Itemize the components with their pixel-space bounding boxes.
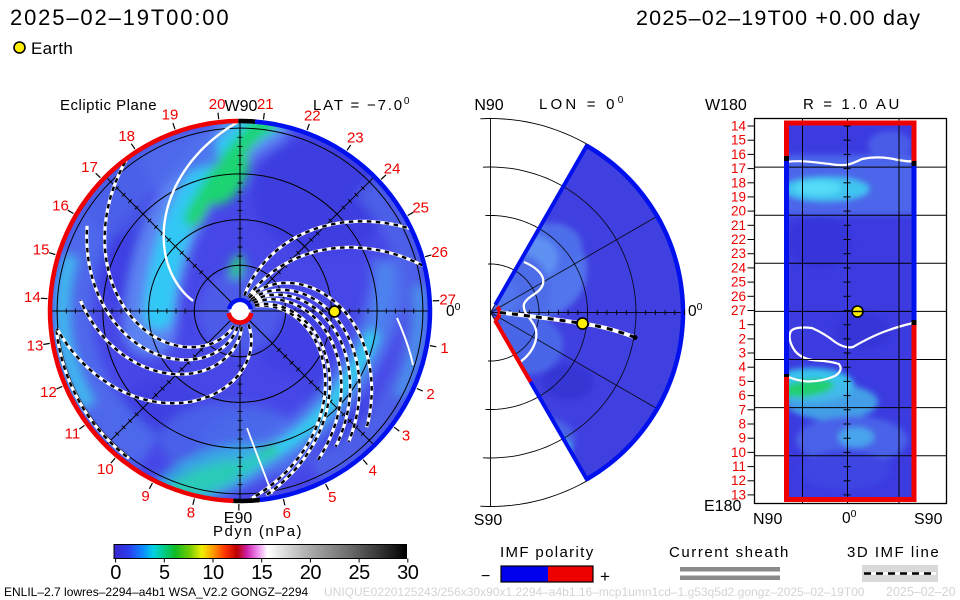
svg-text:LAT = −7.00: LAT = −7.00 xyxy=(313,96,411,114)
svg-text:24: 24 xyxy=(731,260,747,275)
svg-text:12: 12 xyxy=(40,384,57,401)
svg-text:3: 3 xyxy=(402,428,410,445)
svg-text:21: 21 xyxy=(257,96,274,113)
svg-text:10: 10 xyxy=(97,461,114,478)
svg-text:25: 25 xyxy=(348,562,370,584)
svg-text:19: 19 xyxy=(162,107,179,124)
svg-text:S90: S90 xyxy=(914,511,943,528)
svg-text:14: 14 xyxy=(24,289,41,306)
svg-text:4: 4 xyxy=(369,463,377,480)
svg-text:1: 1 xyxy=(738,317,746,332)
svg-text:30: 30 xyxy=(397,562,419,584)
svg-text:W90: W90 xyxy=(225,98,258,115)
svg-text:S90: S90 xyxy=(474,512,503,529)
svg-text:15: 15 xyxy=(251,562,273,584)
svg-text:1: 1 xyxy=(440,340,448,357)
svg-text:Earth: Earth xyxy=(31,39,73,58)
svg-text:−: − xyxy=(481,568,490,585)
svg-text:6: 6 xyxy=(283,505,291,522)
svg-text:Ecliptic Plane: Ecliptic Plane xyxy=(60,97,157,114)
svg-text:5: 5 xyxy=(328,489,336,506)
svg-text:4: 4 xyxy=(738,360,746,375)
svg-text:2025–02–19T00:00: 2025–02–19T00:00 xyxy=(10,5,230,30)
svg-text:20: 20 xyxy=(209,96,226,113)
svg-text:18: 18 xyxy=(118,128,135,145)
svg-text:19: 19 xyxy=(731,189,746,204)
svg-text:9: 9 xyxy=(141,488,149,505)
svg-text:5: 5 xyxy=(738,374,746,389)
svg-text:27: 27 xyxy=(439,292,456,309)
svg-text:20: 20 xyxy=(300,562,322,584)
svg-text:13: 13 xyxy=(27,337,44,354)
svg-text:2: 2 xyxy=(426,386,434,403)
svg-text:E90: E90 xyxy=(224,510,253,527)
svg-text:LON = 00: LON = 00 xyxy=(539,95,626,113)
svg-text:3D IMF line: 3D IMF line xyxy=(847,544,940,561)
svg-text:16: 16 xyxy=(52,198,69,215)
svg-text:9: 9 xyxy=(738,431,746,446)
svg-text:22: 22 xyxy=(304,108,321,125)
svg-text:UNIQUE0220125243/256x30x90x1.2: UNIQUE0220125243/256x30x90x1.2294–a4b1.1… xyxy=(324,585,865,599)
svg-text:5: 5 xyxy=(159,562,170,584)
svg-text:22: 22 xyxy=(731,232,746,247)
svg-text:12: 12 xyxy=(731,473,746,488)
svg-text:18: 18 xyxy=(731,175,746,190)
svg-text:IMF polarity: IMF polarity xyxy=(500,544,595,561)
svg-text:24: 24 xyxy=(384,161,401,178)
svg-text:26: 26 xyxy=(431,244,448,261)
svg-text:23: 23 xyxy=(731,246,746,261)
svg-text:26: 26 xyxy=(731,289,746,304)
svg-text:ENLIL–2.7 lowres–2294–a4b1 WSA: ENLIL–2.7 lowres–2294–a4b1 WSA_V2.2 GONG… xyxy=(4,585,309,599)
svg-text:25: 25 xyxy=(412,200,429,217)
svg-text:2025–02–20: 2025–02–20 xyxy=(886,585,956,599)
svg-text:15: 15 xyxy=(33,242,50,259)
svg-text:Pdyn (nPa): Pdyn (nPa) xyxy=(213,523,303,540)
svg-text:15: 15 xyxy=(731,133,746,148)
svg-text:Current sheath: Current sheath xyxy=(669,544,790,561)
svg-text:2: 2 xyxy=(738,331,746,346)
svg-text:+: + xyxy=(600,567,610,586)
svg-text:8: 8 xyxy=(187,505,195,522)
svg-text:21: 21 xyxy=(731,218,746,233)
svg-text:0: 0 xyxy=(110,562,121,584)
svg-text:N90: N90 xyxy=(753,511,782,528)
svg-text:E180: E180 xyxy=(704,498,741,515)
svg-text:3: 3 xyxy=(738,346,746,361)
svg-text:23: 23 xyxy=(347,129,364,146)
svg-text:14: 14 xyxy=(731,119,747,134)
svg-text:17: 17 xyxy=(731,161,746,176)
svg-text:27: 27 xyxy=(731,303,746,318)
svg-text:6: 6 xyxy=(738,388,746,403)
svg-text:13: 13 xyxy=(731,487,746,502)
svg-text:8: 8 xyxy=(738,417,746,432)
svg-text:11: 11 xyxy=(732,459,746,474)
svg-text:10: 10 xyxy=(731,445,746,460)
svg-text:16: 16 xyxy=(731,147,746,162)
svg-text:10: 10 xyxy=(202,562,224,584)
svg-text:25: 25 xyxy=(731,275,746,290)
svg-text:W180: W180 xyxy=(705,97,747,114)
svg-text:20: 20 xyxy=(731,204,746,219)
svg-text:R = 1.0 AU: R = 1.0 AU xyxy=(803,96,902,113)
svg-text:N90: N90 xyxy=(474,97,503,114)
svg-text:2025–02–19T00 +0.00 day: 2025–02–19T00 +0.00 day xyxy=(636,6,921,30)
svg-text:11: 11 xyxy=(65,426,81,443)
svg-text:7: 7 xyxy=(738,402,746,417)
svg-text:17: 17 xyxy=(81,159,98,176)
